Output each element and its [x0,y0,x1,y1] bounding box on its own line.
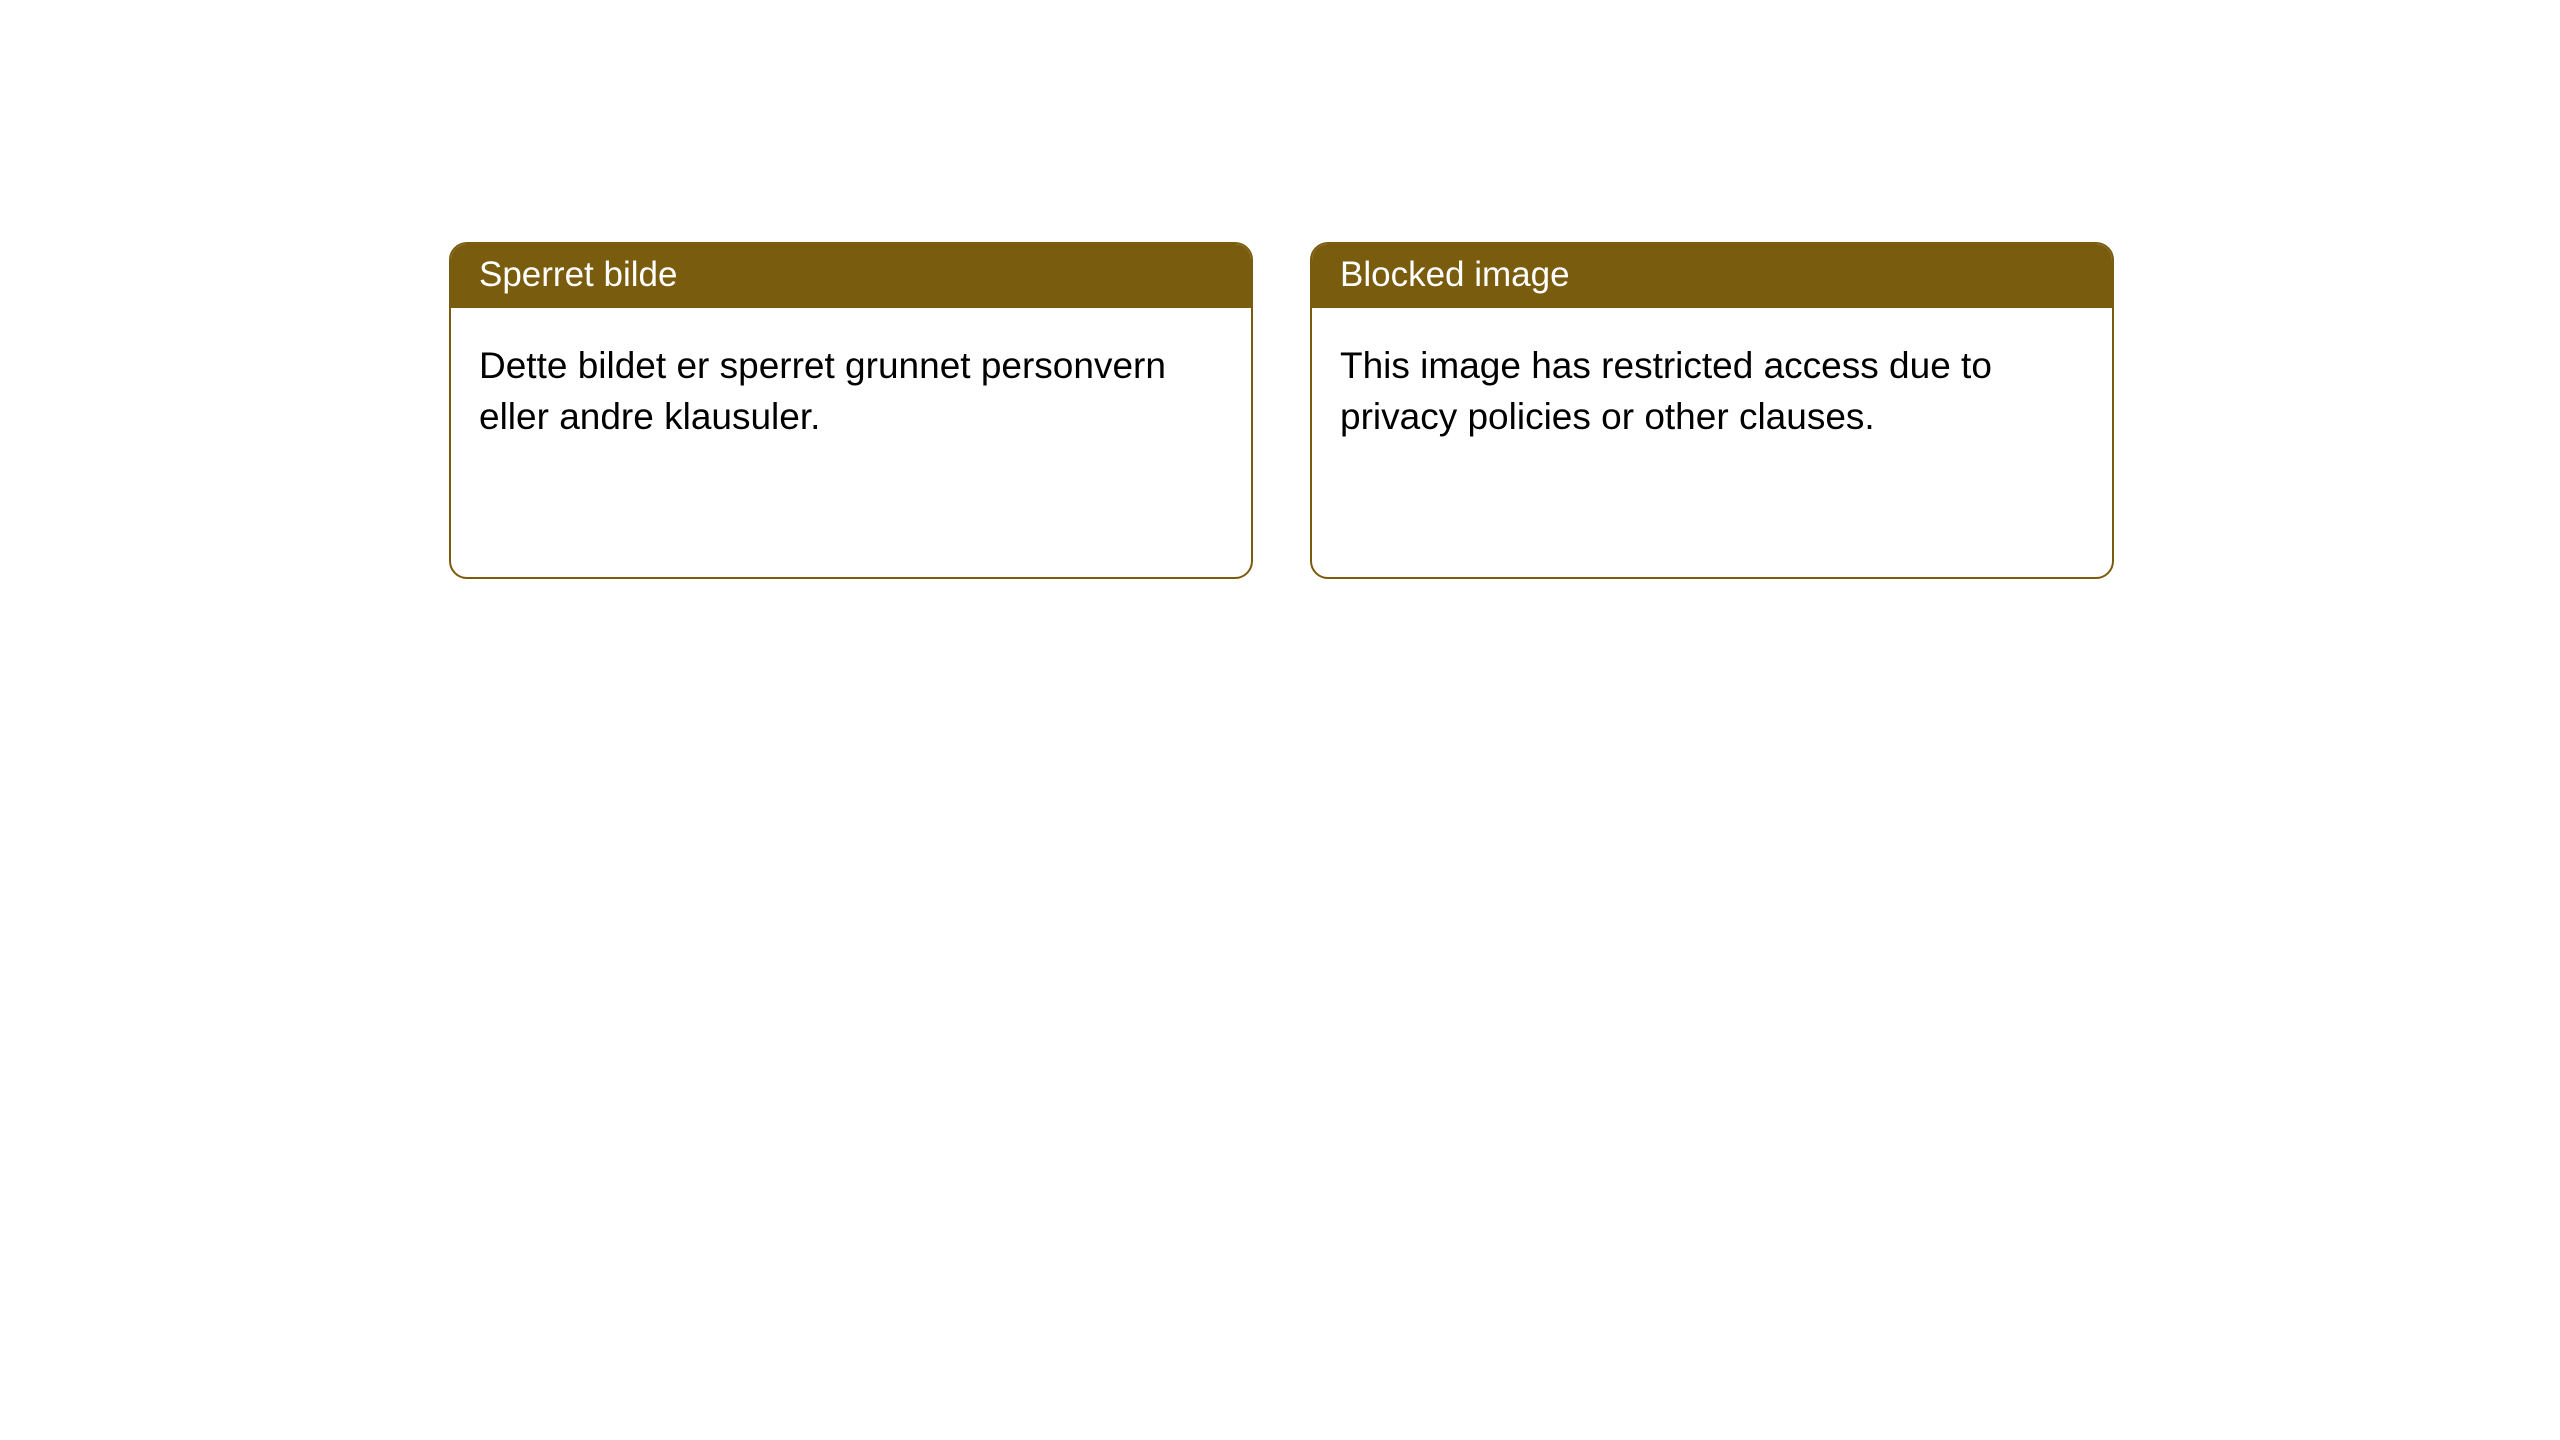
card-body: Dette bildet er sperret grunnet personve… [451,308,1251,474]
card-header: Blocked image [1312,244,2112,308]
notice-card-norwegian: Sperret bilde Dette bildet er sperret gr… [449,242,1253,579]
notice-card-english: Blocked image This image has restricted … [1310,242,2114,579]
notice-cards-container: Sperret bilde Dette bildet er sperret gr… [449,242,2114,579]
card-title: Sperret bilde [479,255,677,294]
card-body: This image has restricted access due to … [1312,308,2112,474]
card-body-text: This image has restricted access due to … [1340,345,1992,437]
card-title: Blocked image [1340,255,1570,294]
card-body-text: Dette bildet er sperret grunnet personve… [479,345,1166,437]
card-header: Sperret bilde [451,244,1251,308]
